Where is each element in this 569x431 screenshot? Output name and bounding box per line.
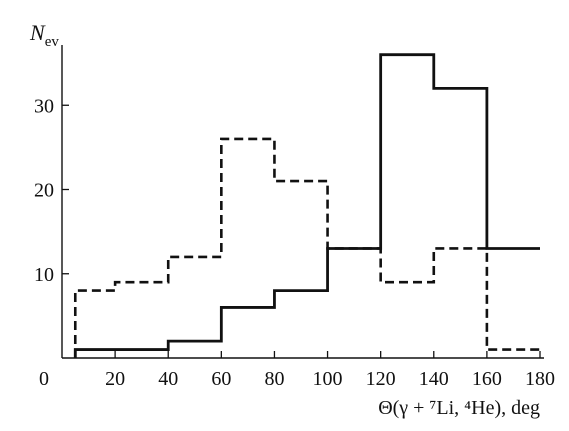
- y-axis-label: Nev: [29, 20, 59, 50]
- x-tick-label: 100: [313, 368, 343, 390]
- x-tick-label: 60: [211, 368, 231, 390]
- histogram-series-dashed: [73, 137, 540, 358]
- axes: [61, 45, 544, 359]
- x-axis-label: Θ(γ + ⁷Li, ⁴He), deg: [378, 397, 540, 419]
- y-axis-label-main: N: [29, 20, 46, 45]
- x-tick-label: 0: [39, 368, 49, 390]
- x-tick-label: 160: [472, 368, 502, 390]
- x-tick-label: 40: [158, 368, 178, 390]
- x-tick-label: 80: [264, 368, 284, 390]
- ticks-group: 0 20 40 60 80 100 120 140 160 180 10 20 30: [34, 95, 555, 390]
- y-tick-label: 10: [34, 264, 54, 286]
- x-tick-label: 180: [525, 368, 555, 390]
- y-tick-label: 20: [34, 180, 54, 202]
- series-group: [73, 53, 540, 358]
- x-tick-label: 120: [366, 368, 396, 390]
- histogram-series-solid: [73, 53, 540, 358]
- x-tick-label: 140: [419, 368, 449, 390]
- x-tick-label: 20: [105, 368, 125, 390]
- y-axis-label-sub: ev: [45, 34, 60, 50]
- y-tick-label: 30: [34, 95, 54, 117]
